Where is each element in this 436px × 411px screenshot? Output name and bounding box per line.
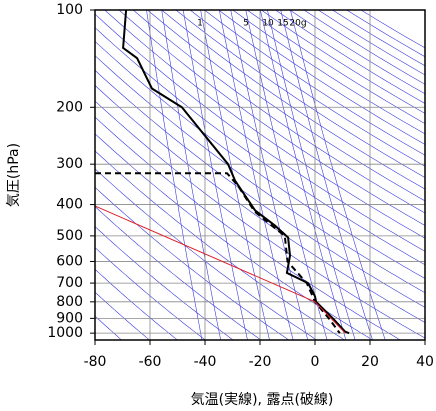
mixing-ratio-label: 15 (277, 19, 288, 29)
y-tick-label: 300 (56, 156, 83, 172)
y-tick-label: 800 (56, 294, 83, 310)
mixing-ratio-label: 20g (289, 19, 306, 29)
mixing-ratio-label: 5 (243, 19, 249, 29)
dry-adiabat (95, 85, 425, 323)
dry-adiabat (218, 10, 425, 145)
mixing-ratio-label: 1 (197, 19, 203, 29)
dry-adiabat (95, 27, 425, 266)
dry-adiabat (189, 10, 425, 167)
dry-adiabat (104, 10, 425, 239)
mixing-ratio-label: 10 (262, 19, 274, 29)
x-tick-label: -20 (249, 354, 272, 370)
profile-line (95, 172, 341, 334)
dry-adiabat (95, 13, 425, 252)
y-tick-label: 900 (56, 310, 83, 326)
dry-adiabat (203, 10, 425, 156)
mixing-ratio-line (200, 10, 270, 340)
dry-adiabat (95, 206, 262, 340)
y-tick-label: 100 (56, 2, 83, 18)
dry-adiabat (95, 55, 425, 294)
y-tick-label: 700 (56, 275, 83, 291)
mixing-ratio-line (245, 10, 328, 340)
x-tick-label: -60 (139, 354, 162, 370)
mixing-ratio-line (218, 10, 294, 340)
dry-adiabat (146, 10, 425, 202)
x-tick-label: -80 (84, 354, 107, 370)
dry-adiabat (95, 40, 425, 279)
x-tick-label: 0 (311, 354, 320, 370)
dry-adiabat (95, 247, 206, 340)
mixing-ratio-line (259, 10, 347, 340)
mixing-ratio-line (146, 10, 203, 340)
dry-adiabat (95, 150, 346, 340)
dry-adiabat (95, 315, 123, 340)
dry-adiabat (317, 10, 425, 76)
mixing-ratio-line (280, 10, 373, 340)
y-tick-label: 400 (56, 197, 83, 213)
profile-line (122, 10, 350, 335)
y-tick-label: 1000 (47, 325, 83, 341)
x-tick-label: 20 (361, 354, 379, 370)
y-tick-label: 200 (56, 99, 83, 115)
y-tick-label: 500 (56, 228, 83, 244)
dry-adiabat (95, 100, 425, 339)
dry-adiabat (95, 268, 178, 340)
x-tick-label: 40 (416, 354, 434, 370)
dry-adiabat (95, 291, 150, 340)
dry-adiabat (246, 10, 425, 124)
profile-line (95, 205, 346, 334)
mixing-ratio-line (182, 10, 248, 340)
x-tick-label: -40 (194, 354, 217, 370)
dry-adiabat (346, 10, 425, 58)
y-tick-label: 600 (56, 253, 83, 269)
mixing-ratio-line (267, 10, 356, 340)
dry-adiabat (303, 10, 425, 85)
dry-adiabat (95, 69, 425, 308)
mixing-ratio-line (290, 10, 386, 340)
x-axis-label: 気温(実線), 露点(破線) (191, 392, 334, 408)
dry-adiabat (132, 10, 425, 214)
y-axis-label: 気圧(hPa) (6, 143, 22, 207)
dry-adiabat (95, 226, 234, 340)
dry-adiabat (161, 10, 425, 190)
dry-adiabat (175, 10, 425, 178)
dry-adiabat (95, 116, 402, 340)
dry-adiabat (95, 186, 290, 340)
dry-adiabat (95, 168, 318, 340)
